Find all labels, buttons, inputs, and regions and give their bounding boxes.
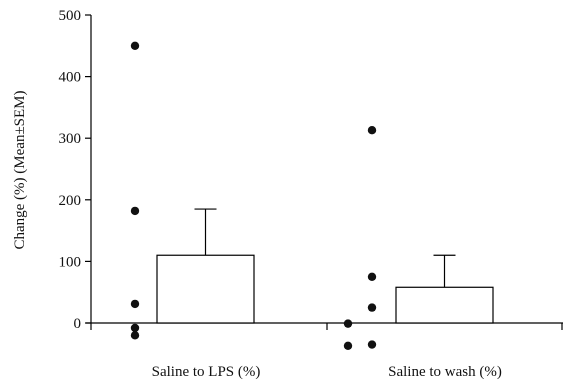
data-point — [130, 206, 140, 216]
tick-labels: 0 100 200 300 400 500 Saline to LPS (%) Saline … — [59, 8, 502, 380]
bar — [395, 286, 494, 324]
data-point — [367, 125, 377, 135]
y-axis-title: Change (%) (Mean±SEM) — [12, 90, 28, 249]
data-point — [130, 331, 140, 340]
y-tick-label: 300 — [59, 131, 82, 147]
error-bars — [194, 208, 456, 288]
data-point — [367, 303, 377, 312]
data-point — [343, 341, 353, 350]
x-tick-label: Saline to wash (%) — [388, 364, 502, 380]
data-point — [130, 41, 140, 50]
data-point — [367, 340, 377, 349]
y-tick-label: 200 — [59, 193, 82, 209]
data-point — [130, 299, 140, 309]
data-point — [367, 272, 377, 281]
bars — [156, 254, 494, 324]
y-tick-label: 0 — [74, 316, 82, 332]
data-points — [130, 41, 377, 350]
y-tick-label: 500 — [59, 8, 82, 24]
data-point — [130, 323, 140, 333]
x-tick-label: Saline to LPS (%) — [152, 364, 261, 380]
y-tick-label: 400 — [59, 70, 82, 86]
y-tick-label: 100 — [59, 254, 82, 270]
bar — [156, 254, 255, 324]
data-point — [343, 319, 353, 328]
